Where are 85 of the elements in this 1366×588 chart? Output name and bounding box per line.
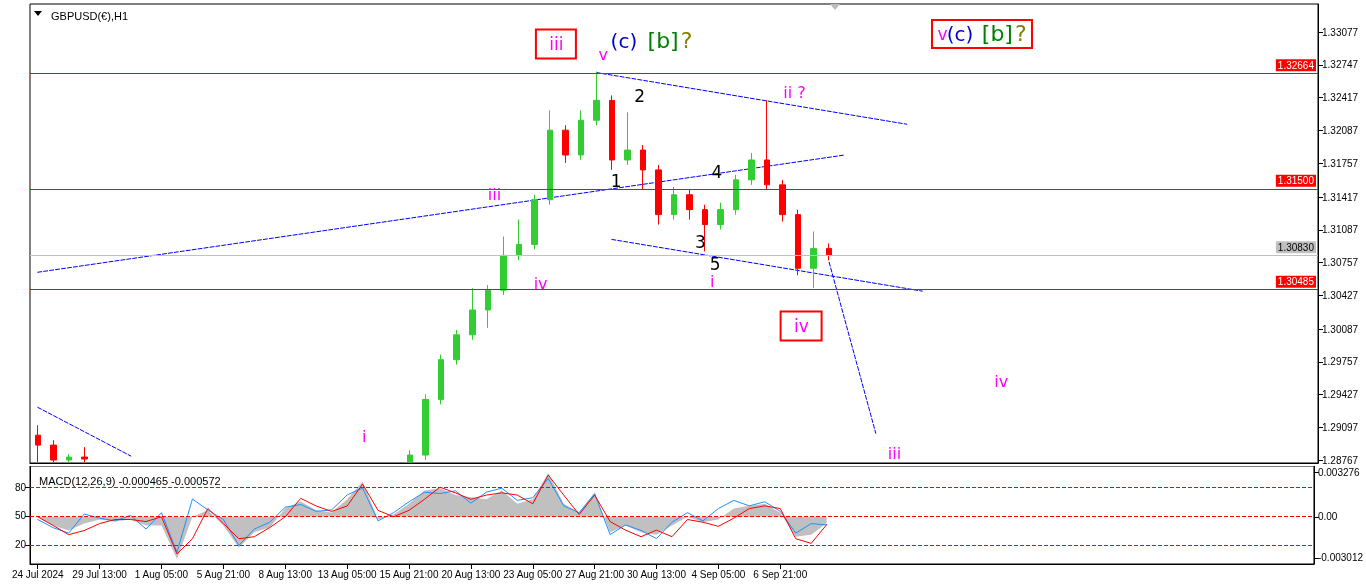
annotation: ?: [680, 28, 693, 53]
candlestick: [469, 287, 476, 341]
candlestick: [453, 329, 460, 366]
y-tick-label: 1.33077: [1322, 26, 1359, 38]
candlestick: [485, 284, 491, 329]
annotation: iv: [994, 372, 1009, 391]
annotation: [b]: [647, 28, 679, 53]
candlestick: [733, 174, 739, 216]
annotation: 5: [709, 253, 721, 274]
x-tick-label: 15 Aug 21:00: [379, 568, 439, 580]
annotation: v: [598, 45, 609, 64]
candlestick: [795, 209, 801, 276]
candlestick: [50, 439, 57, 463]
annotation: iii: [487, 185, 502, 204]
candlestick: [826, 242, 832, 261]
y-tick-label: 1.30087: [1322, 323, 1359, 335]
candlestick: [500, 235, 507, 296]
annotation: v: [937, 23, 948, 44]
candlestick: [578, 109, 584, 161]
candlestick: [717, 202, 724, 231]
annotation: iv: [533, 274, 548, 293]
x-tick-label: 27 Aug 21:00: [565, 568, 625, 580]
x-tick-label: 1 Aug 05:00: [134, 568, 189, 580]
x-tick-label: 30 Aug 13:00: [627, 568, 687, 580]
candlestick: [81, 446, 88, 463]
candlestick: [422, 393, 429, 461]
candlestick: [531, 194, 538, 250]
y2-tick-label: 50: [14, 510, 27, 522]
y-tick-label: 1.31417: [1322, 191, 1359, 203]
annotation: 2: [634, 85, 646, 106]
y-tick-label: 1.29097: [1322, 422, 1359, 434]
y-tick-label: 1.31087: [1322, 224, 1359, 236]
y-tick-label: 1.30427: [1322, 289, 1359, 301]
annotation: (c): [610, 29, 638, 53]
y2-tick-label: 20: [14, 539, 27, 551]
candlestick: [609, 94, 615, 171]
y-tick-label: -0.003012: [1317, 552, 1364, 564]
annotation: (c): [946, 22, 974, 46]
ref-line-label: 1.31500: [1277, 175, 1315, 187]
candlestick: [562, 124, 569, 164]
x-tick-label: 6 Sep 21:00: [753, 568, 808, 580]
x-tick-label: 8 Aug 13:00: [258, 568, 313, 580]
candlestick: [35, 424, 41, 463]
annotation: ?: [1015, 21, 1027, 46]
candlestick: [748, 152, 755, 186]
x-tick-label: 13 Aug 05:00: [317, 568, 378, 580]
y-tick-label: 1.32087: [1322, 124, 1359, 136]
y-tick-label: 1.28767: [1322, 454, 1359, 466]
y-tick-label: 1.30757: [1322, 257, 1359, 269]
y-tick-label: 1.32747: [1322, 59, 1359, 71]
annotation: ii ?: [783, 83, 806, 102]
x-tick-label: 29 Jul 13:00: [72, 568, 128, 580]
y-tick-label: 1.29427: [1322, 389, 1359, 401]
text: GBPUSD(€),H1: [51, 9, 129, 22]
annotation: iii: [887, 444, 902, 463]
x-tick-label: 20 Aug 13:00: [441, 568, 501, 580]
x-tick-label: 4 Sep 05:00: [691, 568, 746, 580]
y2-tick-label: 80: [14, 481, 27, 493]
annotation: iii: [535, 28, 578, 60]
x-tick-label: 24 Jul 2024: [11, 568, 65, 580]
candlestick: [407, 449, 413, 463]
candlestick: [671, 186, 677, 221]
ref-line-label: 1.30485: [1277, 276, 1315, 288]
x-tick-label: 23 Aug 05:00: [503, 568, 563, 580]
y-tick-label: 0.00: [1317, 511, 1338, 523]
candlestick: [438, 354, 444, 405]
text: MACD(12,26,9) -0.000465 -0.000572: [39, 474, 221, 487]
annotation: [b]: [981, 21, 1013, 46]
ref-line-label: 1.30830: [1277, 241, 1315, 253]
candlestick: [547, 109, 553, 206]
annotation: i: [709, 272, 715, 291]
y-tick-label: 1.32417: [1322, 92, 1359, 104]
y-tick-label: 1.31757: [1322, 157, 1359, 169]
y-tick-label: 0.003276: [1317, 466, 1361, 478]
candlestick: [66, 453, 72, 463]
candlestick: [516, 219, 522, 261]
ref-line-label: 1.32664: [1277, 59, 1315, 71]
annotation: 1: [610, 170, 622, 191]
candlestick: [624, 111, 631, 166]
x-tick-label: 5 Aug 21:00: [196, 568, 251, 580]
y-tick-label: 1.29757: [1322, 356, 1359, 368]
annotation: iv: [779, 310, 823, 342]
annotation: i: [361, 427, 367, 446]
candlestick: [593, 71, 600, 126]
candlestick: [810, 231, 817, 289]
